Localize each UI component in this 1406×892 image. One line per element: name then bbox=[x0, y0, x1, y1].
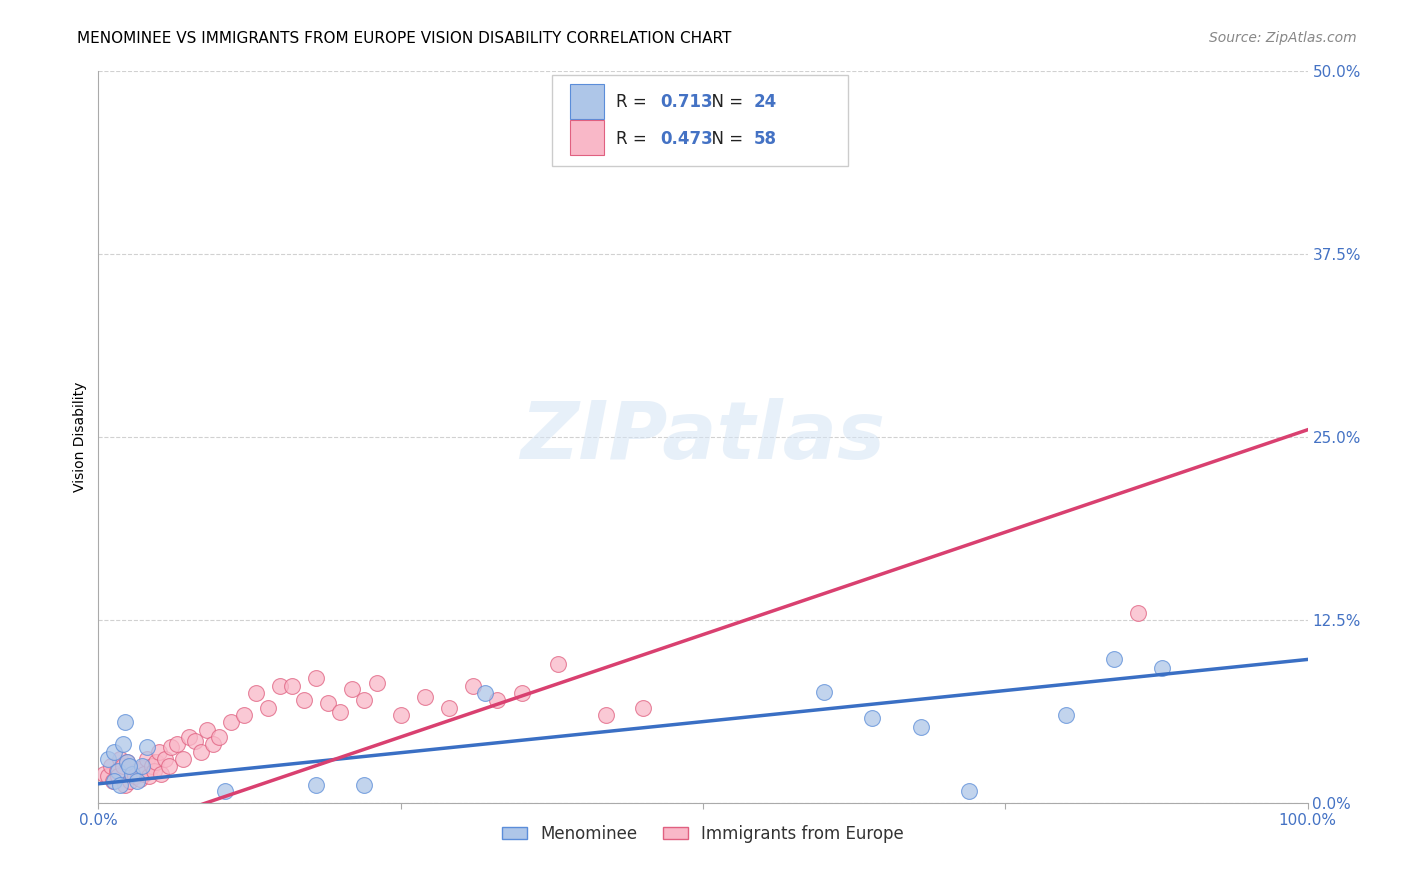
Point bbox=[179, 730, 201, 744]
Point bbox=[221, 715, 243, 730]
Point bbox=[118, 773, 141, 788]
Point bbox=[1102, 652, 1125, 666]
Point bbox=[256, 700, 278, 714]
Text: 58: 58 bbox=[754, 129, 776, 148]
Point bbox=[108, 778, 131, 792]
Point bbox=[114, 778, 136, 792]
Point bbox=[486, 693, 509, 707]
Point bbox=[100, 759, 122, 773]
Point bbox=[101, 773, 124, 788]
Point bbox=[292, 693, 315, 707]
Point bbox=[232, 708, 254, 723]
Point bbox=[103, 773, 125, 788]
Point bbox=[93, 766, 115, 780]
Point bbox=[510, 686, 533, 700]
Point bbox=[135, 740, 157, 755]
Point bbox=[141, 759, 163, 773]
Point bbox=[269, 679, 291, 693]
Point bbox=[127, 764, 149, 778]
Point bbox=[105, 764, 128, 778]
Point bbox=[353, 693, 375, 707]
FancyBboxPatch shape bbox=[569, 84, 603, 119]
Point bbox=[131, 759, 153, 773]
Text: MENOMINEE VS IMMIGRANTS FROM EUROPE VISION DISABILITY CORRELATION CHART: MENOMINEE VS IMMIGRANTS FROM EUROPE VISI… bbox=[77, 31, 731, 46]
Point bbox=[342, 681, 364, 696]
Point bbox=[124, 769, 146, 783]
Point bbox=[202, 737, 225, 751]
Point bbox=[389, 708, 412, 723]
Point bbox=[437, 700, 460, 714]
Point bbox=[128, 772, 150, 787]
Point bbox=[281, 679, 304, 693]
Point bbox=[366, 676, 388, 690]
Point bbox=[474, 686, 496, 700]
Text: Source: ZipAtlas.com: Source: ZipAtlas.com bbox=[1209, 31, 1357, 45]
Point bbox=[166, 737, 188, 751]
Point bbox=[305, 672, 328, 686]
Point bbox=[353, 778, 375, 792]
Point bbox=[127, 773, 149, 788]
Point bbox=[157, 759, 180, 773]
Point bbox=[117, 755, 139, 769]
Text: N =: N = bbox=[700, 93, 748, 112]
Point bbox=[316, 696, 339, 710]
Point bbox=[329, 705, 352, 719]
Point bbox=[208, 730, 231, 744]
Point bbox=[184, 734, 207, 748]
Point bbox=[305, 778, 328, 792]
Point bbox=[111, 759, 134, 773]
Point bbox=[1054, 708, 1077, 723]
Text: 0.713: 0.713 bbox=[661, 93, 713, 112]
FancyBboxPatch shape bbox=[569, 120, 603, 155]
Point bbox=[150, 766, 173, 780]
Point bbox=[1128, 606, 1150, 620]
Point bbox=[214, 784, 236, 798]
FancyBboxPatch shape bbox=[551, 75, 848, 167]
Point bbox=[195, 723, 218, 737]
Point bbox=[463, 679, 485, 693]
Point bbox=[111, 737, 134, 751]
Point bbox=[190, 745, 212, 759]
Point bbox=[413, 690, 436, 705]
Text: ZIPatlas: ZIPatlas bbox=[520, 398, 886, 476]
Point bbox=[860, 711, 883, 725]
Point bbox=[148, 745, 170, 759]
Text: 0.473: 0.473 bbox=[661, 129, 713, 148]
Point bbox=[114, 715, 136, 730]
Point bbox=[131, 761, 153, 775]
Text: R =: R = bbox=[616, 93, 652, 112]
Legend: Menominee, Immigrants from Europe: Menominee, Immigrants from Europe bbox=[495, 818, 911, 849]
Text: N =: N = bbox=[700, 129, 748, 148]
Point bbox=[631, 700, 654, 714]
Point bbox=[547, 657, 569, 671]
Point bbox=[138, 769, 160, 783]
Point bbox=[134, 766, 156, 780]
Point bbox=[957, 784, 980, 798]
Point bbox=[245, 686, 267, 700]
Point bbox=[160, 740, 183, 755]
Point bbox=[143, 764, 166, 778]
Point bbox=[135, 752, 157, 766]
Point bbox=[108, 752, 131, 766]
Point bbox=[172, 752, 194, 766]
Point bbox=[145, 755, 167, 769]
Point bbox=[97, 769, 120, 783]
Point bbox=[107, 764, 129, 778]
Point bbox=[153, 752, 176, 766]
Point bbox=[910, 720, 932, 734]
Point bbox=[813, 684, 835, 698]
Text: 24: 24 bbox=[754, 93, 778, 112]
Point bbox=[1152, 661, 1174, 675]
Point bbox=[103, 745, 125, 759]
Y-axis label: Vision Disability: Vision Disability bbox=[73, 382, 87, 492]
Point bbox=[118, 759, 141, 773]
Point bbox=[107, 769, 129, 783]
Point bbox=[117, 755, 139, 769]
Point bbox=[121, 766, 143, 780]
Point bbox=[595, 708, 617, 723]
Point bbox=[121, 766, 143, 780]
Text: R =: R = bbox=[616, 129, 652, 148]
Point bbox=[97, 752, 120, 766]
